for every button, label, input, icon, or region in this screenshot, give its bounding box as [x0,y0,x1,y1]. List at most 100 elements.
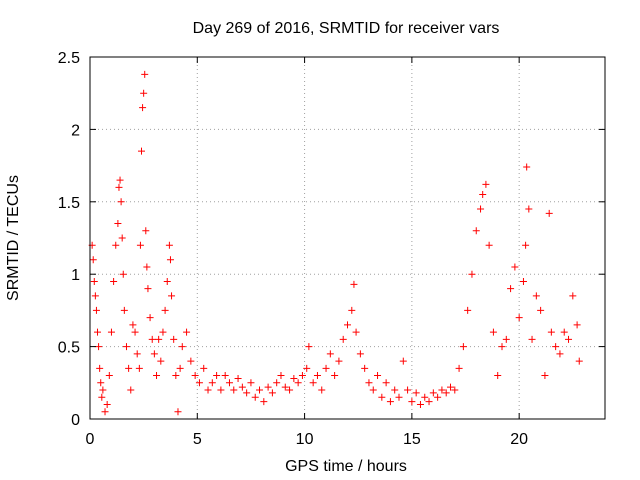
data-point [309,379,317,387]
data-point [136,241,144,249]
data-point [378,393,386,401]
data-point [208,379,216,387]
data-point [172,372,180,380]
data-point [148,335,156,343]
data-point [525,205,533,213]
data-point [115,183,123,191]
data-point [298,372,306,380]
data-point [326,350,334,358]
x-tick-label: 5 [193,431,202,448]
data-point [502,335,510,343]
data-point [268,389,276,397]
data-point [103,401,111,409]
data-point [464,306,472,314]
data-point [313,372,321,380]
data-point [97,379,105,387]
scatter-points [88,70,583,416]
data-point [251,393,259,401]
data-point [90,277,98,285]
data-point [552,343,560,351]
x-axis-label: GPS time / hours [285,458,407,475]
data-point [331,372,339,380]
data-point [395,393,403,401]
data-point [260,398,268,406]
data-point [560,328,568,336]
data-point [485,241,493,249]
x-tick-label: 10 [296,431,314,448]
data-point [290,374,298,382]
data-point [303,364,311,372]
y-tick-label: 1.5 [58,195,80,212]
data-point [117,198,125,206]
data-point [286,386,294,394]
data-point [114,220,122,228]
data-point [519,277,527,285]
y-tick-label: 0 [71,412,80,429]
data-point [369,386,377,394]
y-axis-label: SRMTID / TECUs [5,175,22,301]
grid [90,57,605,419]
data-point [170,335,178,343]
y-tick-label: 0.5 [58,340,80,357]
data-point [489,328,497,336]
data-point [107,328,115,336]
data-point [416,401,424,409]
data-point [477,205,485,213]
data-point [294,379,302,387]
data-point [118,234,126,242]
data-point [365,379,373,387]
plot-frame [89,56,606,420]
data-point [507,285,515,293]
data-point [494,372,502,380]
data-point [195,379,203,387]
data-point [217,386,225,394]
data-point [482,180,490,188]
data-point [472,227,480,235]
data-point [174,408,182,416]
data-point [112,241,120,249]
data-point [352,328,360,336]
data-point [120,306,128,314]
data-point [412,389,420,397]
data-point [361,364,369,372]
data-point [386,398,394,406]
data-point [187,357,195,365]
data-point [238,383,246,391]
data-point [455,364,463,372]
data-point [125,364,133,372]
x-tick-label: 0 [86,431,95,448]
data-point [532,292,540,300]
data-point [122,343,130,351]
data-point [204,386,212,394]
data-point [116,176,124,184]
data-point [165,241,173,249]
data-point [344,321,351,329]
data-point [143,263,151,271]
y-tick-labels: 0 0.5 1 1.5 2 2.5 [58,50,80,429]
data-point [91,292,99,300]
data-point [133,350,141,358]
data-point [119,270,127,278]
data-point [166,256,174,264]
data-point [161,306,169,314]
data-point [404,386,412,394]
x-tick-label: 15 [403,431,421,448]
data-point [541,372,549,380]
data-point [155,335,163,343]
data-point [547,328,555,336]
data-point [98,393,106,401]
data-point [408,398,416,406]
data-point [225,379,233,387]
data-point [178,343,186,351]
data-point [322,364,330,372]
data-point [256,386,264,394]
data-point [92,306,100,314]
data-point [468,270,476,278]
data-point [318,386,326,394]
data-point [429,389,437,397]
data-point [129,321,137,329]
data-point [142,227,150,235]
data-point [150,350,158,358]
data-point [243,389,251,397]
